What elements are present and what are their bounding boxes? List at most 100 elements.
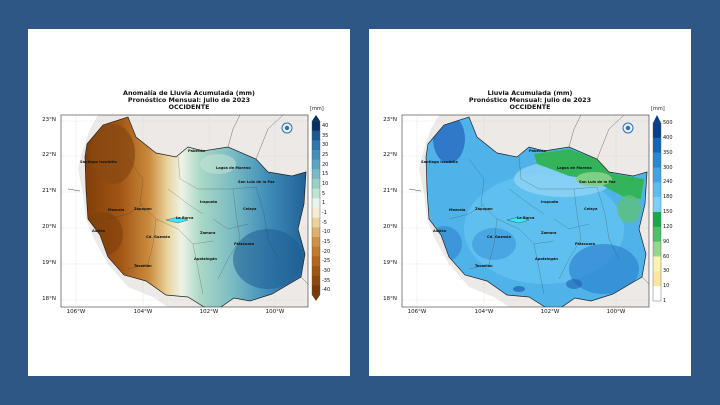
rainfall-colorbar — [652, 115, 662, 302]
city-label: Celaya — [243, 207, 257, 211]
colorbar-segment — [653, 241, 661, 257]
colorbar-tick-label: -15 — [322, 238, 331, 245]
map-region-label: OCCIDENTE — [509, 103, 551, 111]
colorbar-segment — [653, 271, 661, 287]
colorbar-segment — [312, 169, 320, 180]
colorbar-segment — [653, 123, 661, 139]
lat-label: 18°N — [383, 296, 397, 302]
lat-label: 19°N — [383, 260, 397, 266]
colorbar-segment — [312, 266, 320, 276]
colorbar-segment — [312, 285, 320, 296]
city-label: La Barca — [176, 216, 194, 220]
colorbar-segment — [312, 140, 320, 151]
colorbar-segment — [312, 198, 320, 209]
colorbar-tick-label: 1 — [663, 298, 667, 304]
colorbar-tick-label: 120 — [663, 223, 673, 230]
colorbar-tick-label: -10 — [322, 229, 331, 236]
map-subtitle: Pronóstico Mensual: julio de 2023 — [127, 96, 251, 104]
lon-label: 100°W — [265, 309, 285, 315]
colorbar-tick-label: 240 — [663, 179, 673, 186]
agency-logo — [276, 120, 298, 140]
map-region-label: OCCIDENTE — [168, 103, 210, 111]
city-label: Tecomán — [475, 264, 493, 268]
colorbar-tick-label: -35 — [322, 277, 331, 284]
lat-label: 22°N — [383, 152, 397, 158]
map-title: Lluvia Acumulada (mm) — [487, 89, 573, 97]
lat-label: 23°N — [383, 117, 397, 123]
colorbar-segment — [653, 212, 661, 228]
city-label: Santiago Ixcuintla — [421, 160, 458, 164]
rainfall-map-card: Lluvia Acumulada (mm) Pronóstico Mensual… — [369, 29, 691, 376]
colorbar-tick-label: -40 — [322, 287, 331, 294]
colorbar-tick-label: 30 — [663, 268, 670, 275]
lat-label: 20°N — [383, 224, 397, 230]
colorbar-tick-label: 300 — [663, 164, 673, 171]
colorbar-border — [652, 122, 662, 302]
city-label: Apatzingán — [535, 257, 558, 261]
city-label: Lagos de Moreno — [216, 166, 251, 170]
colorbar-tick-label: 5 — [322, 190, 326, 197]
colorbar-segment — [312, 227, 320, 238]
colorbar-tick-label: 15 — [322, 171, 329, 178]
lat-label: 21°N — [383, 188, 397, 194]
colorbar-border — [311, 120, 321, 296]
city-label: Lagos de Moreno — [557, 166, 592, 170]
colorbar-segment — [653, 256, 661, 272]
city-label: Pabellón — [529, 149, 547, 153]
colorbar-tick-label: 40 — [322, 122, 329, 129]
city-label: Zapopan — [475, 207, 493, 211]
city-label: Cd. Guzmán — [487, 235, 512, 239]
city-label: Zapopan — [134, 207, 152, 211]
lon-label: 104°W — [133, 309, 153, 315]
anomaly-colorbar — [311, 115, 321, 301]
city-label: San Luis de la Paz — [579, 180, 616, 184]
colorbar-segment — [312, 159, 320, 170]
colorbar-segment — [312, 130, 320, 141]
colorbar-segment — [312, 121, 320, 131]
lat-label: 18°N — [42, 296, 56, 302]
lon-label: 104°W — [474, 309, 494, 315]
lon-label: 106°W — [407, 309, 427, 315]
colorbar-segment — [312, 237, 320, 247]
colorbar-arrow-top — [653, 115, 661, 123]
colorbar-arrow-bottom — [312, 295, 320, 301]
lat-label: 19°N — [42, 260, 56, 266]
city-label: Apatzingán — [194, 257, 217, 261]
colorbar-segment — [312, 256, 320, 267]
colorbar-tick-label: 60 — [663, 253, 670, 260]
lon-label: 106°W — [66, 309, 86, 315]
city-label: Cd. Guzmán — [146, 235, 171, 239]
city-label: Zamora — [200, 231, 216, 235]
map-subtitle: Pronóstico Mensual: julio de 2023 — [468, 96, 592, 104]
city-label: Irapuato — [200, 200, 218, 204]
colorbar-tick-label: 30 — [322, 142, 329, 149]
city-label: Santiago Ixcuintla — [80, 160, 117, 164]
colorbar-segment — [653, 167, 661, 183]
colorbar-tick-label: 20 — [322, 161, 329, 168]
lon-label: 102°W — [540, 309, 560, 315]
map-title: Anomalía de Lluvia Acumulada (mm) — [123, 89, 255, 97]
colorbar-tick-label: -25 — [322, 258, 331, 265]
colorbar-tick-label: 350 — [663, 149, 673, 156]
colorbar-tick-label: 400 — [663, 134, 673, 141]
colorbar-tick-label: -5 — [322, 219, 327, 226]
colorbar-tick-label: 150 — [663, 209, 673, 215]
colorbar-unit: [mm] — [310, 106, 324, 112]
city-label: Autlán — [433, 229, 447, 233]
lon-label: 102°W — [199, 309, 219, 315]
city-label: Mezcala — [108, 208, 125, 212]
lat-label: 22°N — [42, 152, 56, 158]
colorbar-segment — [653, 182, 661, 198]
city-label: La Barca — [517, 216, 535, 220]
colorbar-tick-label: 25 — [322, 151, 329, 158]
colorbar-segment — [312, 208, 320, 218]
colorbar-tick-label: -30 — [322, 267, 331, 274]
lat-label: 21°N — [42, 188, 56, 194]
colorbar-segment — [312, 246, 320, 257]
colorbar-unit: [mm] — [651, 106, 665, 112]
city-label: San Luis de la Paz — [238, 180, 275, 184]
city-label: Tecomán — [134, 264, 152, 268]
colorbar-segment — [653, 226, 661, 242]
lat-label: 23°N — [42, 117, 56, 123]
city-label: Pabellón — [188, 149, 206, 153]
